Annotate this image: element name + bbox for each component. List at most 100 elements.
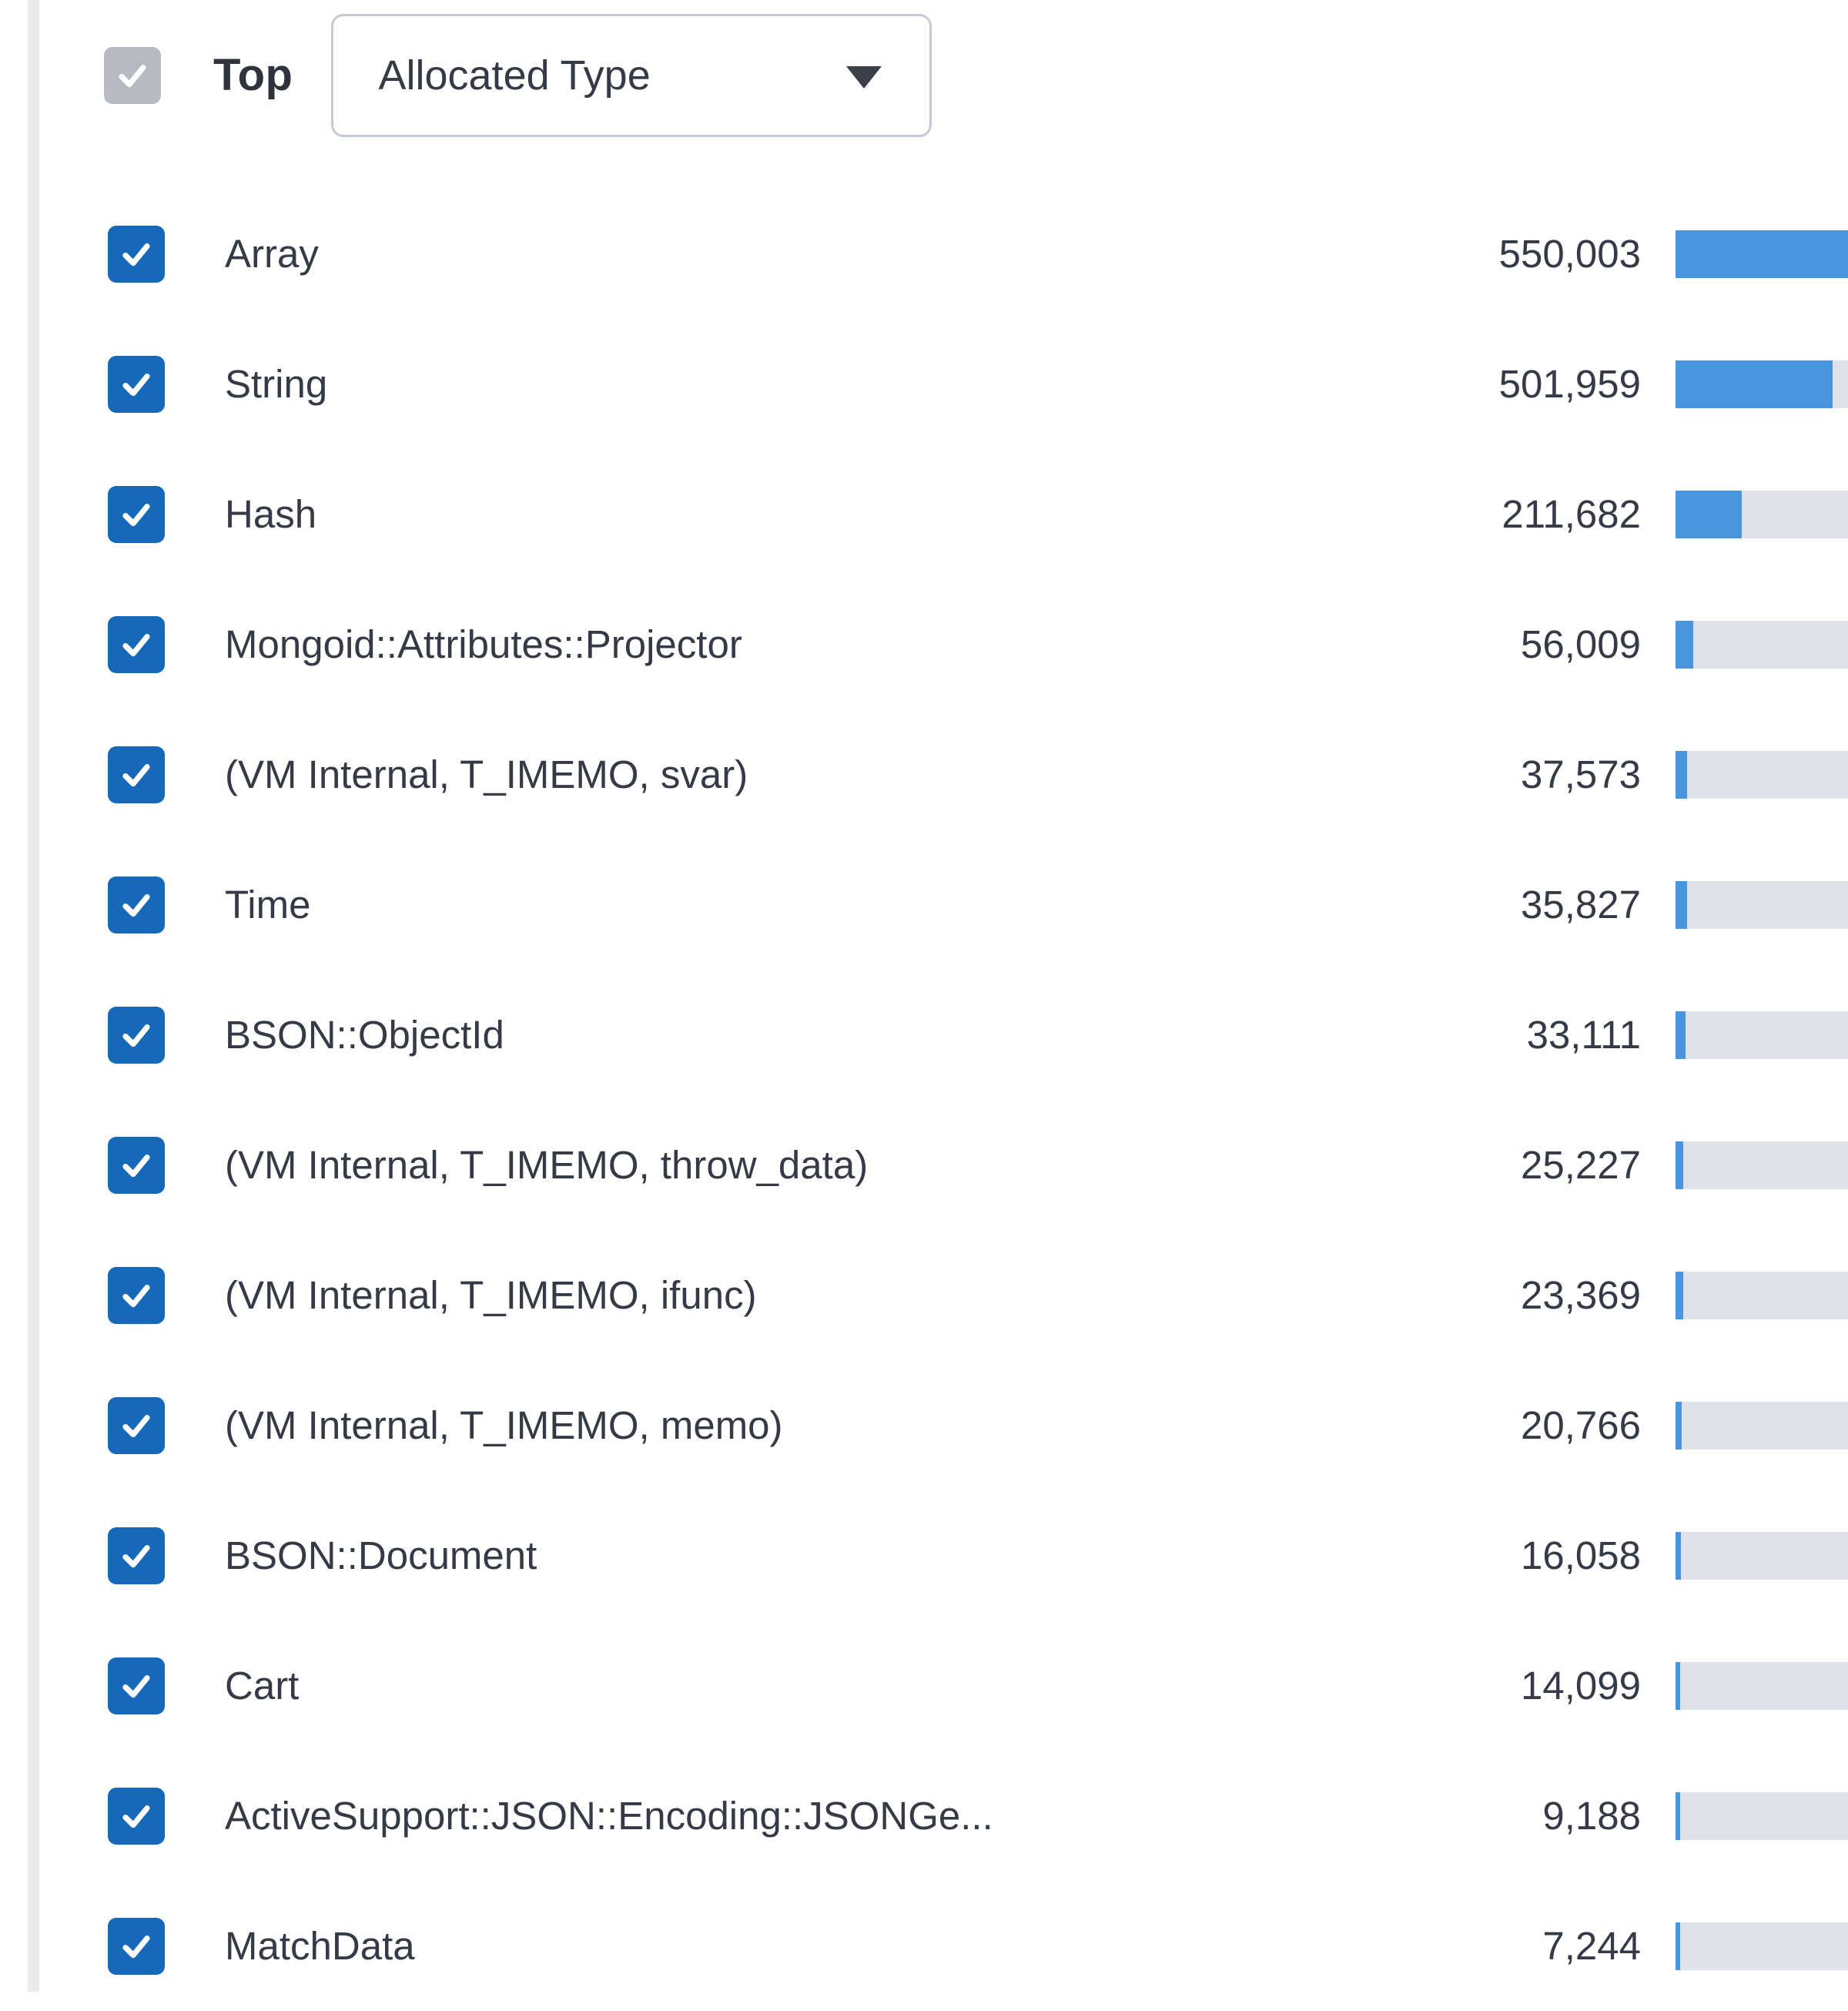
type-row: (VM Internal, T_IMEMO, svar) 37,573 <box>0 709 1848 840</box>
check-icon <box>122 373 150 396</box>
panel-left-strip <box>28 0 39 1992</box>
allocation-bar-track <box>1676 1531 1848 1580</box>
allocation-bar-track <box>1676 230 1848 278</box>
type-count: 56,009 <box>1521 622 1641 666</box>
type-row: MatchData 7,244 <box>0 1881 1848 2011</box>
allocation-bar-track <box>1676 490 1848 538</box>
type-checkbox[interactable] <box>108 1787 165 1845</box>
type-checkbox[interactable] <box>108 1657 165 1714</box>
type-label: Cart <box>225 1664 300 1708</box>
allocation-bar-track <box>1676 1271 1848 1319</box>
type-row: (VM Internal, T_IMEMO, memo) 20,766 <box>0 1360 1848 1490</box>
chevron-down-icon <box>846 66 882 89</box>
check-icon <box>122 243 150 266</box>
type-label: MatchData <box>225 1924 415 1968</box>
allocation-bar-fill <box>1676 230 1848 278</box>
type-row: BSON::ObjectId 33,111 <box>0 970 1848 1100</box>
allocation-bar-fill <box>1676 1661 1680 1710</box>
check-icon <box>122 1935 150 1958</box>
allocated-type-list: Array 550,003 String 501,959 Hash 211,68… <box>0 189 1848 2011</box>
type-checkbox[interactable] <box>108 1917 165 1975</box>
allocation-bar-track <box>1676 1011 1848 1059</box>
type-count: 16,058 <box>1521 1533 1641 1577</box>
type-row: Mongoid::Attributes::Projector 56,009 <box>0 579 1848 709</box>
type-checkbox[interactable] <box>108 1006 165 1064</box>
allocation-bar-track <box>1676 360 1848 408</box>
allocation-bar-fill <box>1676 360 1833 408</box>
type-label: (VM Internal, T_IMEMO, svar) <box>225 752 748 796</box>
type-checkbox[interactable] <box>108 1527 165 1584</box>
type-count: 7,244 <box>1542 1924 1641 1968</box>
type-checkbox[interactable] <box>108 1266 165 1324</box>
allocation-bar-fill <box>1676 1271 1683 1319</box>
allocation-bar-track <box>1676 1141 1848 1189</box>
type-checkbox[interactable] <box>108 1136 165 1194</box>
check-icon <box>119 64 146 87</box>
type-row: ActiveSupport::JSON::Encoding::JSONGe...… <box>0 1751 1848 1881</box>
allocation-bar-track <box>1676 750 1848 799</box>
type-count: 501,959 <box>1498 362 1641 406</box>
type-label: Time <box>225 883 311 927</box>
type-label: BSON::ObjectId <box>225 1013 504 1057</box>
type-label: (VM Internal, T_IMEMO, memo) <box>225 1403 783 1447</box>
type-row: Time 35,827 <box>0 840 1848 970</box>
check-icon <box>122 1024 150 1047</box>
allocation-bar-fill <box>1676 750 1688 799</box>
type-count: 550,003 <box>1498 232 1641 276</box>
type-row: BSON::Document 16,058 <box>0 1490 1848 1621</box>
type-row: Hash 211,682 <box>0 449 1848 579</box>
check-icon <box>122 503 150 526</box>
type-checkbox[interactable] <box>108 485 165 543</box>
header: Top Allocated Type <box>0 0 1848 150</box>
type-checkbox[interactable] <box>108 1396 165 1454</box>
allocation-bar-fill <box>1676 1791 1680 1840</box>
allocation-bar-fill <box>1676 1141 1684 1189</box>
type-checkbox[interactable] <box>108 225 165 283</box>
type-row: (VM Internal, T_IMEMO, ifunc) 23,369 <box>0 1230 1848 1360</box>
top-select-all-checkbox[interactable] <box>104 46 161 104</box>
type-count: 20,766 <box>1521 1403 1641 1447</box>
check-icon <box>122 1674 150 1698</box>
allocation-bar-fill <box>1676 880 1687 929</box>
check-icon <box>122 1544 150 1567</box>
type-row: Cart 14,099 <box>0 1621 1848 1751</box>
type-row: (VM Internal, T_IMEMO, throw_data) 25,22… <box>0 1100 1848 1230</box>
type-count: 23,369 <box>1521 1273 1641 1317</box>
allocation-bar-track <box>1676 1661 1848 1710</box>
type-label: (VM Internal, T_IMEMO, ifunc) <box>225 1273 757 1317</box>
type-checkbox[interactable] <box>108 876 165 933</box>
check-icon <box>122 1284 150 1307</box>
type-label: BSON::Document <box>225 1533 537 1577</box>
allocation-bar-fill <box>1676 490 1743 538</box>
allocation-bar-track <box>1676 880 1848 929</box>
type-label: ActiveSupport::JSON::Encoding::JSONGe... <box>225 1794 993 1838</box>
group-by-dropdown-value: Allocated Type <box>378 52 651 99</box>
type-label: (VM Internal, T_IMEMO, throw_data) <box>225 1143 869 1187</box>
check-icon <box>122 633 150 656</box>
type-count: 9,188 <box>1542 1794 1641 1838</box>
type-label: Mongoid::Attributes::Projector <box>225 622 742 666</box>
type-checkbox[interactable] <box>108 615 165 673</box>
type-label: String <box>225 362 328 406</box>
type-label: Hash <box>225 492 317 536</box>
allocation-bar-track <box>1676 1922 1848 1970</box>
type-count: 37,573 <box>1521 752 1641 796</box>
type-checkbox[interactable] <box>108 355 165 413</box>
type-count: 211,682 <box>1502 492 1641 536</box>
check-icon <box>122 1154 150 1177</box>
allocation-bar-track <box>1676 1791 1848 1840</box>
type-count: 25,227 <box>1521 1143 1641 1187</box>
allocation-bar-fill <box>1676 1531 1681 1580</box>
type-checkbox[interactable] <box>108 746 165 803</box>
check-icon <box>122 1414 150 1437</box>
allocation-bar-track <box>1676 1401 1848 1450</box>
type-row: Array 550,003 <box>0 189 1848 319</box>
type-row: String 501,959 <box>0 319 1848 449</box>
allocation-bar-fill <box>1676 1401 1682 1450</box>
allocation-bar-fill <box>1676 1011 1686 1059</box>
group-by-dropdown[interactable]: Allocated Type <box>331 13 932 137</box>
top-label: Top <box>213 50 293 100</box>
check-icon <box>122 893 150 917</box>
type-label: Array <box>225 232 319 276</box>
